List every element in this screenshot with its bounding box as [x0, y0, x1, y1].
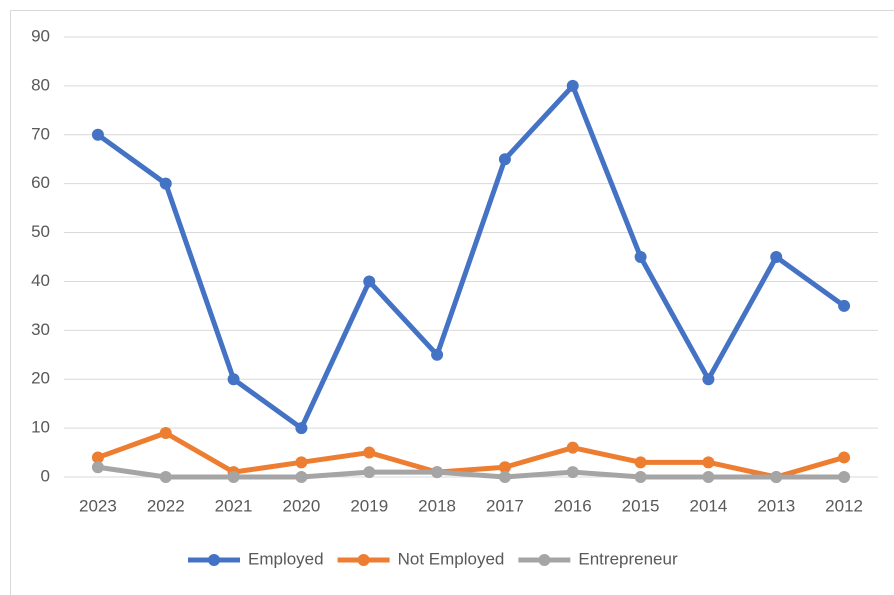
x-tick-label: 2013 [757, 496, 795, 515]
y-tick-label: 90 [31, 26, 50, 45]
y-tick-label: 50 [31, 222, 50, 241]
series-line [95, 83, 847, 431]
data-point [159, 427, 172, 439]
data-point [498, 461, 511, 474]
x-tick-label: 2021 [215, 496, 253, 515]
y-tick-label: 20 [31, 369, 50, 388]
data-point [566, 79, 579, 92]
x-tick-label: 2019 [350, 496, 388, 515]
legend-marker [538, 554, 551, 566]
y-tick-label: 30 [31, 320, 50, 339]
data-point [295, 456, 308, 469]
x-tick-label: 2018 [418, 496, 456, 515]
data-point [91, 128, 104, 141]
data-point [227, 373, 240, 386]
y-tick-label: 80 [31, 75, 50, 94]
legend-marker [357, 554, 370, 566]
data-point [838, 299, 851, 312]
data-point [498, 153, 511, 166]
data-point [702, 471, 715, 483]
data-point [363, 466, 376, 479]
x-tick-label: 2012 [825, 496, 863, 515]
data-point [634, 251, 647, 263]
data-point [702, 373, 715, 386]
data-point [634, 471, 647, 483]
data-point [566, 441, 579, 454]
data-point [295, 471, 308, 483]
data-point [566, 466, 579, 479]
y-tick-label: 60 [31, 173, 50, 192]
data-point [838, 471, 851, 483]
legend-label: Entrepreneur [578, 549, 678, 568]
data-point [770, 471, 783, 483]
legend-label: Not Employed [398, 549, 505, 568]
data-point [431, 466, 444, 479]
x-tick-label: 2023 [79, 496, 117, 515]
x-tick-label: 2017 [486, 496, 524, 515]
x-tick-label: 2022 [147, 496, 185, 515]
data-point [363, 446, 376, 459]
data-point [770, 251, 783, 263]
x-tick-label: 2020 [283, 496, 321, 515]
data-point [159, 177, 172, 190]
data-point [295, 422, 308, 435]
y-tick-label: 10 [31, 418, 50, 437]
y-tick-label: 70 [31, 124, 50, 143]
data-point [227, 471, 240, 483]
y-tick-label: 0 [41, 466, 50, 485]
data-point [702, 456, 715, 469]
series-line [95, 430, 847, 480]
y-tick-label: 40 [31, 271, 50, 290]
x-tick-label: 2016 [554, 496, 592, 515]
data-point [431, 348, 444, 361]
data-point [498, 471, 511, 483]
data-point [363, 275, 376, 288]
data-point [838, 451, 851, 464]
data-point [634, 456, 647, 469]
data-point [159, 471, 172, 483]
x-tick-label: 2014 [690, 496, 728, 515]
data-point [91, 461, 104, 474]
x-tick-label: 2015 [622, 496, 660, 515]
chart-frame [10, 10, 894, 595]
legend-label: Employed [248, 549, 324, 568]
data-point [91, 451, 104, 464]
series-line [95, 464, 847, 480]
legend-marker [208, 554, 220, 566]
